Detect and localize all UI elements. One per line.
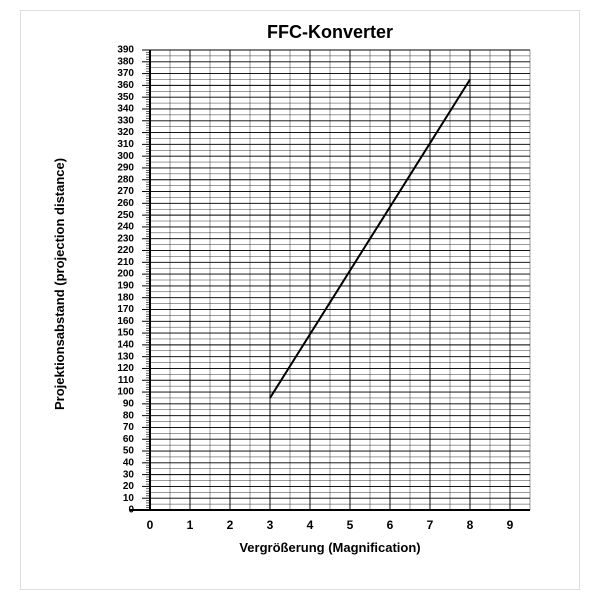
x-tick-label: 6 [387, 518, 394, 532]
y-tick-label: 40 [123, 457, 135, 468]
y-tick-label: 150 [117, 328, 134, 339]
y-tick-label: 210 [117, 257, 134, 268]
y-tick-label: 220 [117, 245, 134, 256]
chart-plot: 0123456789010203040506070809010011012013… [80, 40, 540, 540]
y-tick-label: 120 [117, 363, 134, 374]
y-tick-label: 60 [123, 434, 135, 445]
y-tick-label: 310 [117, 139, 134, 150]
y-tick-label: 70 [123, 422, 135, 433]
x-tick-label: 1 [187, 518, 194, 532]
y-tick-label: 280 [117, 174, 134, 185]
y-tick-label: 190 [117, 281, 134, 292]
y-tick-label: 30 [123, 469, 135, 480]
y-tick-label: 390 [117, 45, 134, 56]
x-tick-label: 5 [347, 518, 354, 532]
y-tick-label: 0 [128, 505, 134, 516]
y-tick-label: 300 [117, 151, 134, 162]
y-tick-label: 260 [117, 198, 134, 209]
y-tick-label: 130 [117, 351, 134, 362]
y-tick-label: 140 [117, 340, 134, 351]
y-tick-label: 80 [123, 410, 135, 421]
y-tick-label: 330 [117, 115, 134, 126]
y-tick-label: 230 [117, 233, 134, 244]
y-tick-label: 350 [117, 92, 134, 103]
y-tick-label: 240 [117, 222, 134, 233]
y-tick-label: 170 [117, 304, 134, 315]
y-tick-label: 380 [117, 56, 134, 67]
y-tick-label: 50 [123, 446, 135, 457]
y-tick-label: 110 [118, 375, 135, 386]
x-tick-label: 0 [147, 518, 154, 532]
x-axis-label: Vergrößerung (Magnification) [130, 540, 530, 555]
y-tick-label: 270 [117, 186, 134, 197]
y-tick-label: 370 [117, 68, 134, 79]
y-tick-label: 90 [123, 398, 135, 409]
y-tick-label: 250 [117, 210, 134, 221]
x-tick-label: 7 [427, 518, 434, 532]
x-tick-label: 4 [307, 518, 314, 532]
x-tick-label: 2 [227, 518, 234, 532]
x-tick-label: 9 [507, 518, 514, 532]
x-tick-label: 3 [267, 518, 274, 532]
y-axis-label: Projektionsabstand (projection distance) [52, 158, 67, 410]
y-tick-label: 20 [123, 481, 135, 492]
y-tick-label: 360 [117, 80, 134, 91]
y-tick-label: 340 [117, 104, 134, 115]
y-tick-label: 10 [123, 493, 135, 504]
y-tick-label: 200 [117, 269, 134, 280]
y-tick-label: 100 [117, 387, 134, 398]
y-tick-label: 160 [117, 316, 134, 327]
y-tick-label: 320 [117, 127, 134, 138]
y-tick-label: 290 [117, 163, 134, 174]
x-tick-label: 8 [467, 518, 474, 532]
y-tick-label: 180 [117, 292, 134, 303]
